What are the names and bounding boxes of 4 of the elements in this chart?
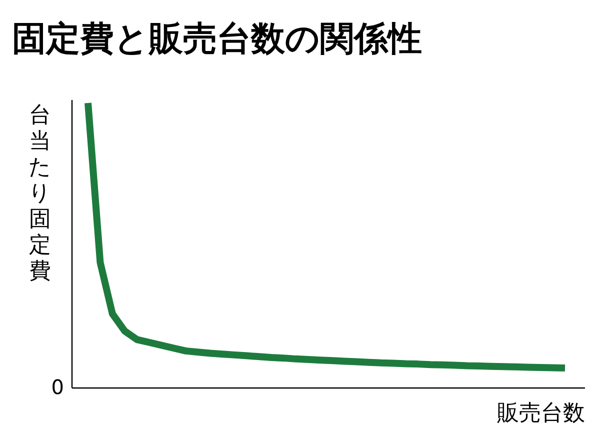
x-axis-title: 販売台数 xyxy=(497,401,585,426)
text: 0 xyxy=(51,375,64,399)
y-axis-title: 台当たり固定費 xyxy=(28,103,52,284)
chart-title: 固定費と販売台数の関係性 xyxy=(12,19,422,59)
